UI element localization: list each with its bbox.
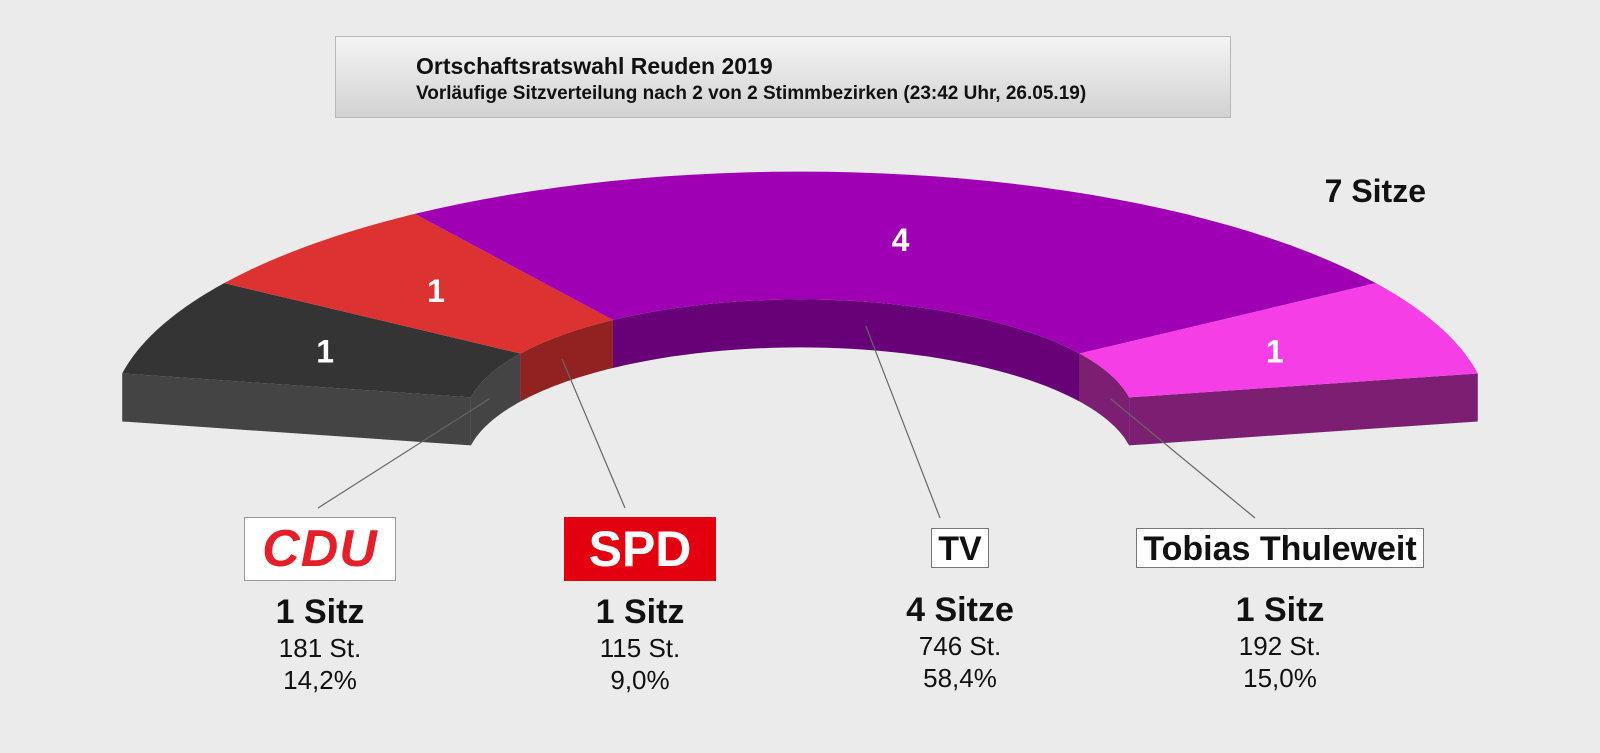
party-tv: TV 4 Sitze 746 St. 58,4% — [810, 528, 1110, 694]
party-percent: 58,4% — [923, 663, 997, 693]
slice-top-spd — [224, 213, 613, 354]
slice-inner-side-cdu — [470, 353, 521, 446]
party-spd: SPD 1 Sitz 115 St. 9,0% — [490, 517, 790, 696]
party-votes: 115 St. — [599, 633, 681, 663]
tv-name-box: TV — [931, 528, 989, 568]
slice-top-cdu — [122, 283, 521, 398]
chart-header: Ortschaftsratswahl Reuden 2019 Vorläufig… — [335, 36, 1231, 118]
spd-logo: SPD — [564, 517, 716, 581]
party-seats: 1 Sitz — [1235, 591, 1325, 629]
leader-line-cdu — [317, 398, 490, 509]
party-cdu: CDU 1 Sitz 181 St. 14,2% — [170, 517, 470, 696]
slice-seat-count-tobias-thuleweit: 1 — [1266, 334, 1284, 370]
slice-seat-count-spd: 1 — [427, 273, 445, 309]
party-seats: 1 Sitz — [275, 593, 365, 631]
chart-subtitle: Vorläufige Sitzverteilung nach 2 von 2 S… — [416, 83, 1087, 104]
party-percent: 15,0% — [1243, 663, 1317, 693]
slice-inner-side-tv — [612, 299, 1080, 402]
party-votes: 746 St. — [918, 631, 1002, 661]
chart-title: Ortschaftsratswahl Reuden 2019 — [416, 53, 773, 79]
leader-line-tv — [865, 325, 941, 519]
party-seats: 1 Sitz — [595, 593, 685, 631]
slice-seat-count-cdu: 1 — [316, 334, 334, 370]
party-percent: 9,0% — [610, 665, 670, 695]
party-votes: 192 St. — [1238, 631, 1322, 661]
cdu-logo: CDU — [244, 517, 396, 581]
slice-end-cap-tobias-thuleweit — [1129, 373, 1478, 446]
party-seats: 4 Sitze — [906, 591, 1014, 629]
slice-seat-count-tv: 4 — [892, 222, 910, 258]
slice-top-tv — [414, 171, 1376, 354]
party-tobias-thuleweit: Tobias Thuleweit 1 Sitz 192 St. 15,0% — [1130, 528, 1430, 694]
thuleweit-name-box: Tobias Thuleweit — [1136, 528, 1424, 568]
slice-inner-side-tobias-thuleweit — [1079, 353, 1130, 446]
slice-inner-side-spd — [520, 319, 613, 402]
slice-top-tobias-thuleweit — [1079, 283, 1478, 398]
total-seats-label: 7 Sitze — [1324, 173, 1426, 209]
leader-line-spd — [561, 358, 626, 509]
leader-line-tobias-thuleweit — [1109, 398, 1256, 519]
party-votes: 181 St. — [278, 633, 362, 663]
party-percent: 14,2% — [283, 665, 357, 695]
slice-end-cap-cdu — [122, 373, 471, 446]
